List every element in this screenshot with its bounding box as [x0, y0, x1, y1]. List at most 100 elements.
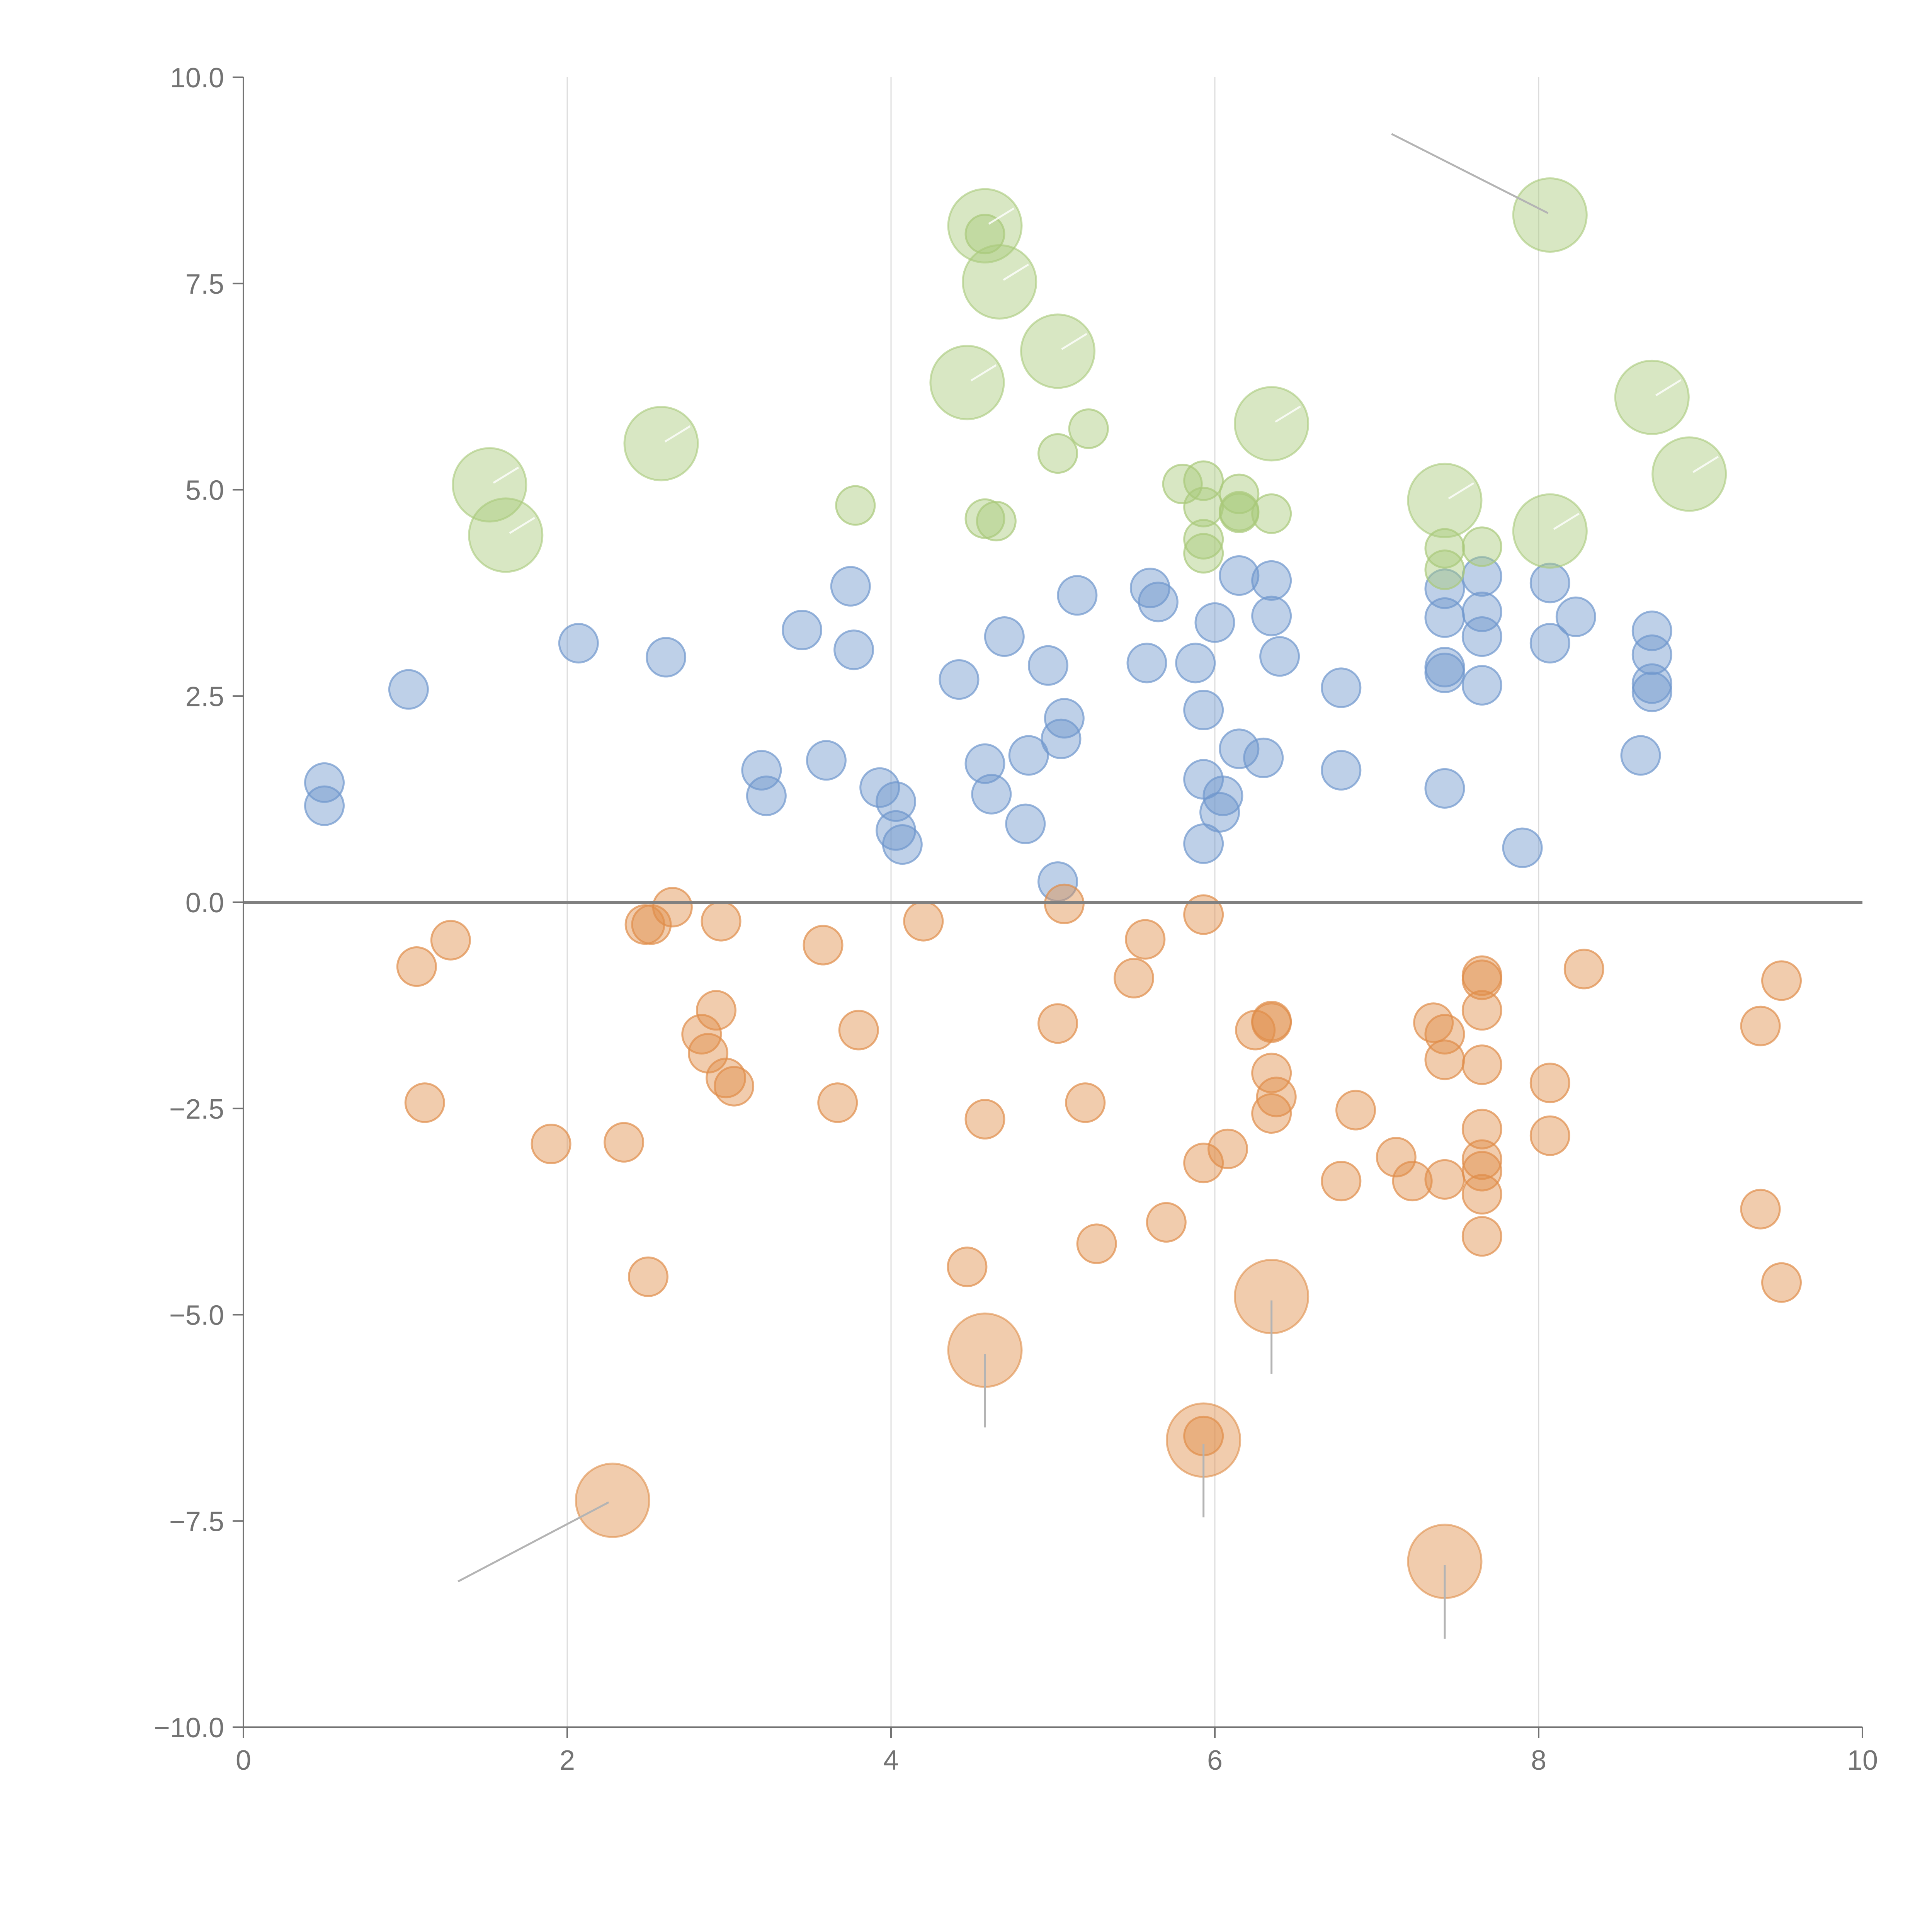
- y-tick-label: −10.0: [154, 1713, 224, 1743]
- orange-bubble: [1461, 990, 1502, 1031]
- blue-bubble: [1044, 698, 1085, 739]
- orange-bubble: [1251, 1053, 1292, 1094]
- x-tick-label: 6: [1207, 1745, 1223, 1776]
- orange-bubble: [430, 920, 471, 961]
- leader-line: [1275, 405, 1301, 423]
- y-tick-label: 10.0: [170, 63, 224, 94]
- blue-bubble: [1202, 776, 1243, 816]
- orange-bubble: [1114, 957, 1154, 998]
- green-large-bubble: [1407, 463, 1483, 538]
- blue-bubble: [746, 776, 787, 816]
- leader-line: [1391, 133, 1549, 214]
- blue-bubble: [1259, 636, 1300, 677]
- blue-bubble: [1631, 672, 1672, 713]
- orange-bubble: [1740, 1189, 1781, 1230]
- blue-bubble: [1555, 596, 1596, 637]
- blue-bubble: [1219, 555, 1260, 596]
- green-large-bubble: [962, 244, 1037, 320]
- blue-bubble: [1424, 768, 1465, 809]
- green-bubble: [1461, 526, 1502, 567]
- green-large-bubble: [1512, 177, 1588, 253]
- orange-bubble: [1065, 1082, 1106, 1123]
- leader-layer: [457, 133, 1719, 1639]
- blue-bubble: [782, 609, 823, 650]
- leader-line: [1448, 482, 1475, 500]
- blue-bubble: [1175, 643, 1216, 684]
- blue-bubble: [1529, 563, 1570, 604]
- y-tick-label: 0.0: [185, 888, 224, 918]
- blue-bubble: [1138, 582, 1179, 622]
- blue-bubble: [304, 785, 345, 826]
- leader-line: [1692, 456, 1719, 473]
- orange-bubble: [1183, 894, 1224, 935]
- blue-bubble: [806, 740, 847, 781]
- green-bubble: [1183, 486, 1224, 527]
- x-tick-label: 4: [883, 1745, 899, 1776]
- blue-bubble: [1321, 667, 1362, 708]
- blue-bubble: [1461, 665, 1502, 706]
- blue-bubble: [1424, 652, 1465, 693]
- green-bubble: [1037, 433, 1078, 474]
- orange-bubble: [1461, 959, 1502, 1000]
- orange-bubble: [706, 1058, 747, 1099]
- orange-bubble: [1392, 1161, 1433, 1202]
- blue-bubble: [558, 623, 599, 664]
- orange-bubble: [1529, 1115, 1570, 1156]
- orange-bubble: [631, 904, 672, 945]
- blue-bubble: [1251, 560, 1292, 601]
- orange-bubble: [1461, 1174, 1502, 1215]
- orange-bubble: [1044, 883, 1085, 924]
- orange-bubble: [803, 925, 844, 966]
- y-tick-label: 5.0: [185, 475, 224, 506]
- green-large-bubble: [452, 447, 527, 523]
- blue-bubble: [646, 637, 687, 678]
- orange-bubble: [1125, 919, 1166, 960]
- leader-line: [664, 425, 691, 443]
- orange-bubble: [1256, 1077, 1297, 1117]
- blue-bubble: [388, 669, 429, 710]
- blue-bubble: [1620, 735, 1661, 776]
- leader-line: [1003, 264, 1029, 281]
- blue-bubble: [1251, 595, 1292, 636]
- orange-large-bubble: [575, 1463, 650, 1538]
- blue-bubble: [1631, 611, 1672, 651]
- blue-bubble: [984, 616, 1025, 657]
- blue-bubble: [1199, 792, 1240, 833]
- green-bubble: [1183, 533, 1224, 574]
- orange-bubble: [1461, 1109, 1502, 1150]
- y-tick-label: −7.5: [169, 1506, 224, 1537]
- blue-bubble: [1129, 568, 1170, 609]
- green-bubble: [964, 214, 1005, 255]
- orange-bubble: [1413, 1002, 1454, 1043]
- green-bubble: [1068, 408, 1109, 449]
- x-tick-label: 10: [1847, 1745, 1878, 1776]
- blue-bubble: [1219, 728, 1260, 769]
- orange-bubble: [714, 1066, 755, 1107]
- orange-bubble: [1076, 1223, 1117, 1264]
- blue-bubble: [882, 824, 923, 865]
- green-bubble: [1424, 549, 1465, 590]
- blue-bubble: [1005, 803, 1046, 844]
- leader-line: [1061, 333, 1087, 350]
- y-tick-label: 7.5: [185, 269, 224, 300]
- green-bubble: [1162, 464, 1203, 505]
- orange-bubble: [628, 1256, 668, 1297]
- orange-bubble: [1251, 1002, 1292, 1043]
- orange-bubble: [1740, 1005, 1781, 1046]
- bubble-layer: [304, 177, 1802, 1599]
- blue-bubble: [304, 762, 345, 803]
- blue-bubble: [1424, 597, 1465, 638]
- leader-line: [988, 207, 1015, 225]
- blue-bubble: [1027, 645, 1068, 686]
- leader-line: [1553, 513, 1580, 530]
- axis-layer: 0 2 4 6 8 10 10.0 7.5 5.0 2.5 0.0 −2.5 −5.0 −7.5 −10.0: [154, 63, 1878, 1776]
- orange-bubble: [1424, 1039, 1465, 1080]
- leader-line: [509, 517, 536, 534]
- blue-bubble: [939, 659, 980, 700]
- orange-bubble: [1461, 1216, 1502, 1257]
- blue-bubble: [830, 566, 871, 607]
- orange-bubble: [1529, 1063, 1570, 1104]
- blue-bubble: [1502, 827, 1543, 868]
